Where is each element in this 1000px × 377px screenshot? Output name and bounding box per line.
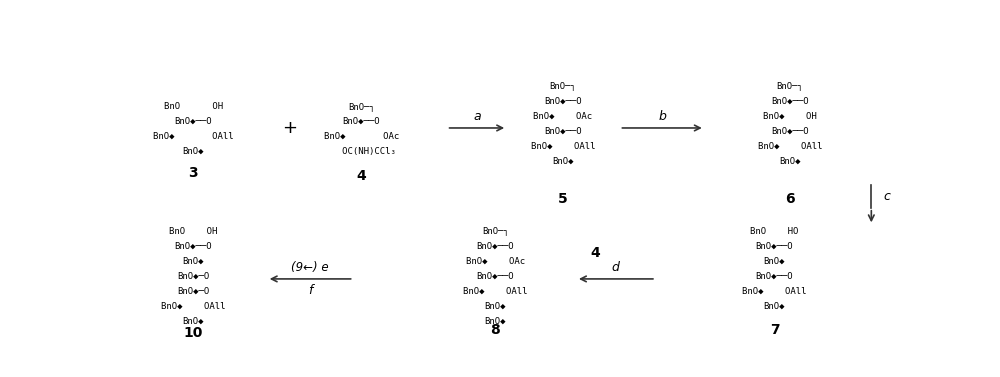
Text: BnO◆──O: BnO◆──O <box>174 117 212 126</box>
Text: BnO◆: BnO◆ <box>182 257 204 266</box>
Text: BnO◆: BnO◆ <box>182 317 204 326</box>
Text: BnO◆    OAll: BnO◆ OAll <box>531 142 595 151</box>
Text: BnO◆──O: BnO◆──O <box>544 97 582 106</box>
Text: BnO─┐: BnO─┐ <box>482 227 509 236</box>
Text: BnO◆─O: BnO◆─O <box>177 287 209 296</box>
Text: BnO◆    OAll: BnO◆ OAll <box>161 302 225 311</box>
Text: BnO◆─O: BnO◆─O <box>177 272 209 281</box>
Text: BnO      OH: BnO OH <box>164 102 223 111</box>
Text: BnO◆──O: BnO◆──O <box>343 117 380 126</box>
Text: BnO◆: BnO◆ <box>182 147 204 156</box>
Text: BnO◆: BnO◆ <box>764 257 785 266</box>
Text: BnO    OH: BnO OH <box>169 227 217 236</box>
Text: BnO◆: BnO◆ <box>485 317 506 326</box>
Text: BnO◆    OAc: BnO◆ OAc <box>466 257 525 266</box>
Text: d: d <box>612 261 620 274</box>
Text: BnO◆       OAc: BnO◆ OAc <box>324 132 399 141</box>
Text: BnO◆    OAll: BnO◆ OAll <box>463 287 528 296</box>
Text: a: a <box>473 110 481 123</box>
Text: BnO◆──O: BnO◆──O <box>174 242 212 251</box>
Text: BnO◆──O: BnO◆──O <box>477 242 514 251</box>
Text: BnO    HO: BnO HO <box>750 227 799 236</box>
Text: 4: 4 <box>591 246 600 260</box>
Text: (9←) e: (9←) e <box>291 261 329 274</box>
Text: BnO◆    OAll: BnO◆ OAll <box>758 142 822 151</box>
Text: BnO─┐: BnO─┐ <box>777 81 803 90</box>
Text: BnO◆──O: BnO◆──O <box>771 127 809 136</box>
Text: 6: 6 <box>785 192 795 206</box>
Text: BnO◆       OAll: BnO◆ OAll <box>153 132 234 141</box>
Text: BnO─┐: BnO─┐ <box>348 102 375 111</box>
Text: 10: 10 <box>184 326 203 340</box>
Text: BnO◆    OH: BnO◆ OH <box>763 112 817 121</box>
Text: 8: 8 <box>491 323 500 337</box>
Text: +: + <box>283 119 298 137</box>
Text: BnO◆: BnO◆ <box>779 157 801 166</box>
Text: BnO◆──O: BnO◆──O <box>477 272 514 281</box>
Text: c: c <box>883 190 890 203</box>
Text: f: f <box>308 284 312 297</box>
Text: BnO◆: BnO◆ <box>485 302 506 311</box>
Text: 7: 7 <box>770 323 779 337</box>
Text: 3: 3 <box>188 166 198 180</box>
Text: BnO◆──O: BnO◆──O <box>756 242 793 251</box>
Text: b: b <box>658 110 666 123</box>
Text: BnO◆: BnO◆ <box>764 302 785 311</box>
Text: 5: 5 <box>558 192 568 206</box>
Text: BnO◆──O: BnO◆──O <box>771 97 809 106</box>
Text: BnO◆    OAll: BnO◆ OAll <box>742 287 807 296</box>
Text: OC(NH)CCl₃: OC(NH)CCl₃ <box>326 147 396 156</box>
Text: 4: 4 <box>356 169 366 183</box>
Text: BnO─┐: BnO─┐ <box>549 81 576 90</box>
Text: BnO◆──O: BnO◆──O <box>544 127 582 136</box>
Text: BnO◆    OAc: BnO◆ OAc <box>533 112 592 121</box>
Text: BnO◆: BnO◆ <box>552 157 574 166</box>
Text: BnO◆──O: BnO◆──O <box>756 272 793 281</box>
